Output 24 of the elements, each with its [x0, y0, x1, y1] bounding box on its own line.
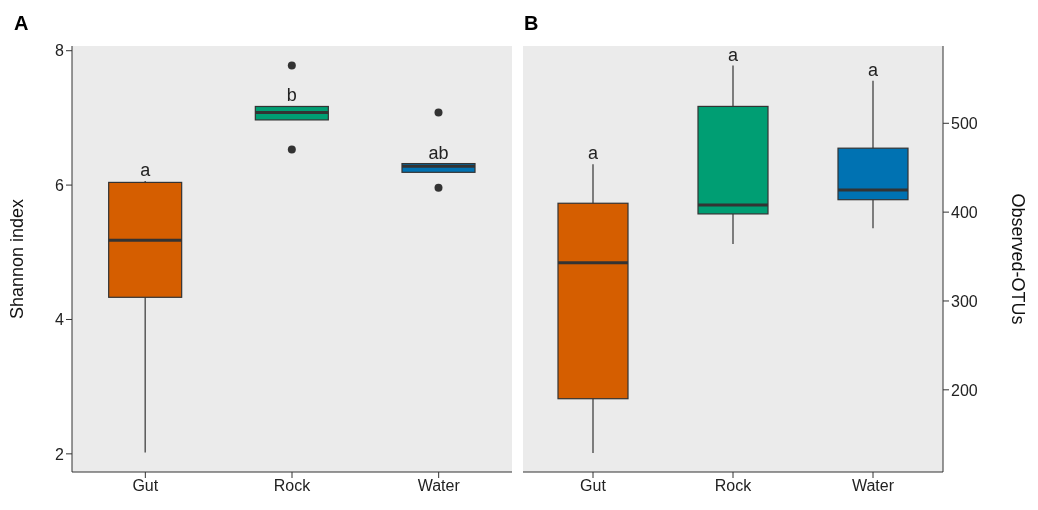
- annotation: a: [587, 143, 599, 164]
- annotation: b: [286, 85, 297, 106]
- y-tick-label: 6: [55, 176, 65, 194]
- y2-tick-label: 500: [951, 114, 978, 132]
- x-tick-label: Gut: [580, 477, 607, 495]
- y2-tick-label: 200: [951, 381, 978, 399]
- y-axis-title: Shannon index: [7, 198, 28, 320]
- chart-title: B: [524, 12, 539, 35]
- y2-tick-label: 400: [951, 203, 978, 221]
- annotation: a: [727, 44, 739, 65]
- annotation: a: [140, 160, 152, 181]
- y-tick-label: 4: [55, 311, 65, 329]
- y-tick-label: 8: [55, 42, 65, 60]
- x-tick-label: Rock: [714, 477, 753, 495]
- y2-tick-label: 300: [951, 292, 978, 310]
- x-tick-label: Water: [417, 477, 461, 495]
- x-tick-label: Rock: [273, 477, 312, 495]
- y2-axis-title: Observed-OTUs: [1007, 193, 1028, 325]
- y-tick-label: 2: [55, 445, 65, 463]
- x-tick-label: Water: [851, 477, 895, 495]
- x-tick-label: Gut: [132, 477, 159, 495]
- annotation: a: [867, 59, 879, 80]
- annotation: ab: [428, 142, 449, 163]
- chart-title: A: [14, 12, 29, 35]
